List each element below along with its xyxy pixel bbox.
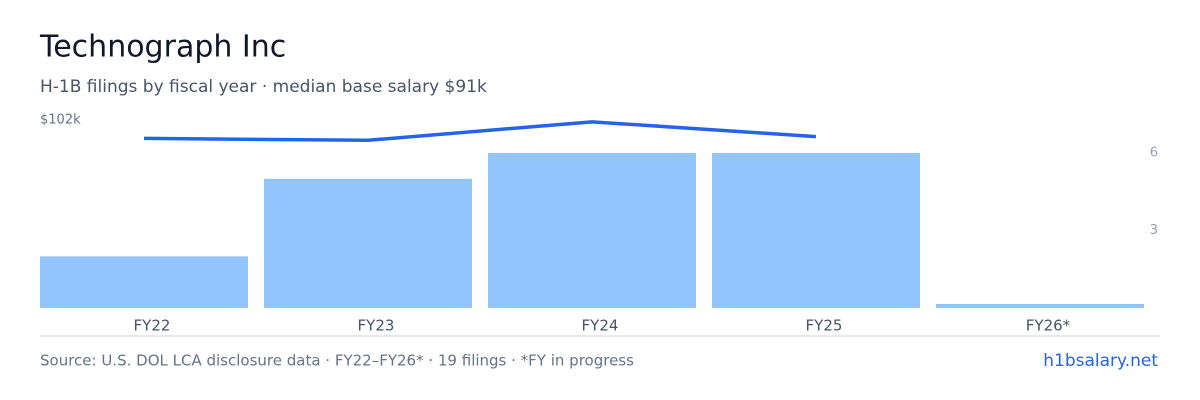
y2-tick-label: 3 (1150, 223, 1158, 238)
x-tick-label: FY23 (358, 317, 395, 335)
salary-line (143, 120, 817, 143)
bar (264, 178, 472, 308)
x-tick-label: FY25 (806, 317, 843, 335)
bar (712, 153, 920, 308)
bar (488, 153, 696, 308)
y-tick-label: $102k (40, 113, 81, 128)
x-tick-label: FY26* (1026, 317, 1071, 335)
y2-tick-label: 6 (1150, 146, 1158, 161)
source-note: Source: U.S. DOL LCA disclosure data · F… (40, 352, 634, 370)
x-tick-label: FY22 (134, 317, 171, 335)
chart-subtitle: H-1B filings by fiscal year · median bas… (40, 77, 487, 97)
bar (40, 256, 248, 308)
chart-title: Technograph Inc (39, 30, 286, 65)
site-link[interactable]: h1bsalary.net (1043, 351, 1158, 371)
bar (936, 304, 1144, 308)
x-tick-label: FY24 (582, 317, 619, 335)
